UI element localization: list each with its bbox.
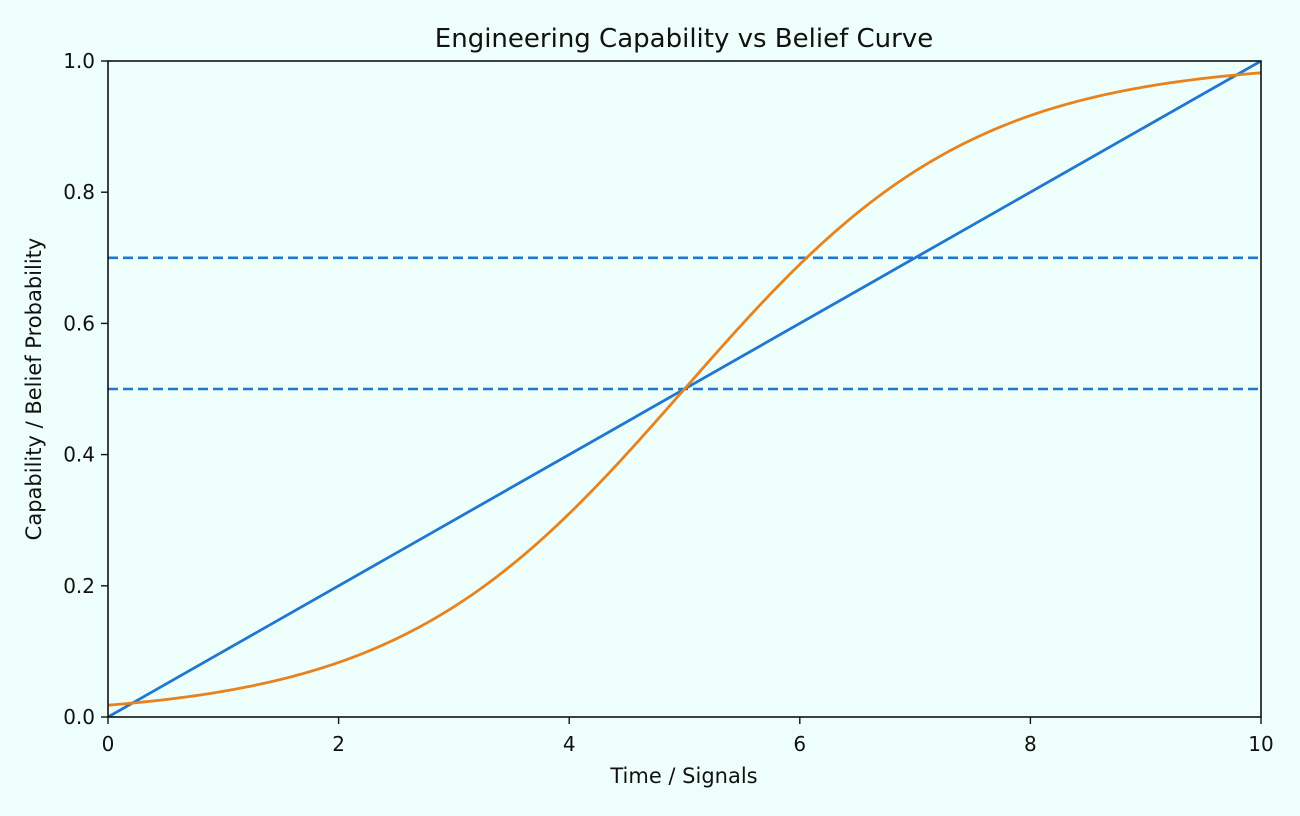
y-tick-label: 1.0 (63, 49, 95, 73)
x-axis-label: Time / Signals (609, 764, 757, 788)
axis-ticks: 0 2 4 6 8 10 0.0 0.2 0.4 0.6 0.8 1.0 (63, 49, 1274, 756)
chart-title: Engineering Capability vs Belief Curve (435, 24, 933, 54)
plot-marks (108, 61, 1261, 717)
x-tick-label: 0 (102, 732, 115, 756)
x-tick-label: 4 (563, 732, 576, 756)
y-axis-label: Capability / Belief Probability (22, 238, 46, 541)
y-tick-label: 0.8 (63, 180, 95, 204)
x-tick-label: 2 (332, 732, 345, 756)
x-tick-label: 6 (793, 732, 806, 756)
plot-frame (107, 60, 1262, 718)
y-tick-label: 0.4 (63, 443, 95, 467)
y-tick-label: 0.0 (63, 705, 95, 729)
y-tick-label: 0.6 (63, 311, 95, 335)
x-tick-label: 10 (1248, 732, 1273, 756)
x-tick-label: 8 (1024, 732, 1037, 756)
y-tick-label: 0.2 (63, 574, 95, 598)
series-line-2 (108, 71, 1261, 707)
